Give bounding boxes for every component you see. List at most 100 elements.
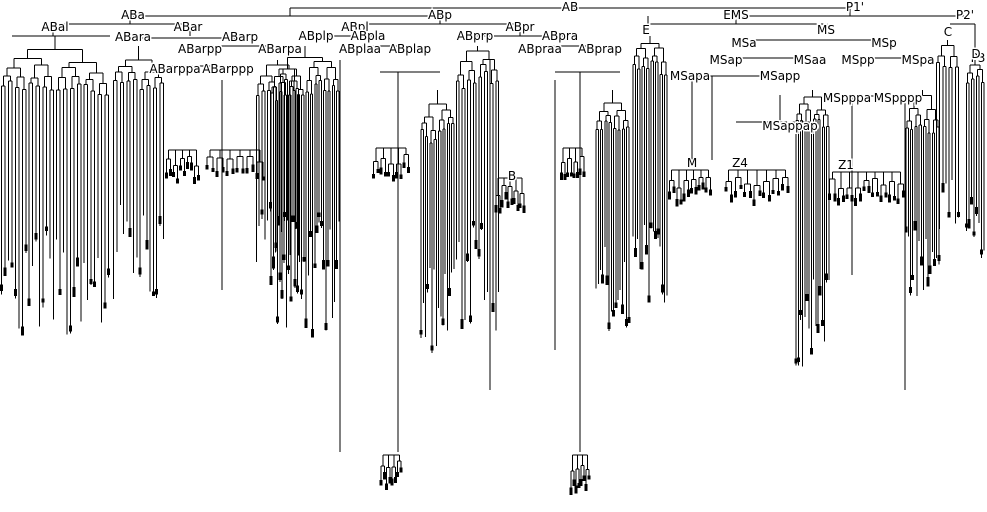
node-label: MSa: [731, 36, 756, 50]
terminal-block: [647, 295, 651, 303]
terminal-block: [145, 240, 149, 250]
terminal-block: [498, 207, 502, 214]
terminal-block: [466, 253, 470, 262]
terminal-block: [75, 257, 79, 267]
terminal-block: [572, 479, 576, 487]
terminal-block: [103, 302, 107, 309]
terminal-block: [20, 326, 24, 336]
terminal-block: [956, 212, 960, 218]
terminal-block: [572, 173, 576, 178]
terminal-block: [41, 298, 45, 303]
terminal-block: [809, 348, 813, 355]
terminal-block: [185, 161, 189, 169]
terminal-block: [937, 255, 941, 261]
terminal-block: [430, 345, 434, 351]
terminal-block: [300, 289, 304, 295]
node-label: P2': [956, 8, 974, 22]
node-label: ABp: [428, 8, 452, 22]
terminal-block: [694, 186, 698, 195]
terminal-block: [261, 176, 265, 181]
terminal-block: [326, 259, 330, 267]
terminal-block: [689, 187, 693, 194]
terminal-block: [780, 184, 784, 191]
terminal-block: [245, 167, 249, 174]
terminal-block: [901, 190, 905, 198]
node-label: ABplap: [389, 42, 431, 56]
node-label: P1': [846, 0, 864, 14]
node-label: ABarppp: [202, 62, 254, 76]
terminal-block: [816, 324, 820, 334]
terminal-block: [391, 175, 395, 182]
terminal-block: [518, 203, 522, 208]
node-label: B: [508, 169, 516, 183]
terminal-block: [739, 184, 743, 190]
terminal-block: [682, 193, 686, 202]
terminal-block: [304, 318, 308, 329]
terminal-block: [510, 198, 514, 206]
node-label: ABprap: [578, 42, 622, 56]
terminal-block: [183, 170, 187, 177]
terminal-block: [967, 219, 971, 229]
terminal-block: [468, 315, 472, 322]
terminal-block: [406, 166, 410, 173]
terminal-block: [853, 198, 857, 206]
terminal-block: [577, 483, 581, 488]
terminal-block: [762, 192, 766, 199]
node-label: ABpra: [542, 29, 578, 43]
terminal-block: [743, 191, 747, 197]
node-label: ABpraa: [518, 42, 562, 56]
terminal-block: [72, 286, 76, 297]
terminal-block: [311, 329, 315, 338]
terminal-block: [169, 169, 173, 177]
terminal-block: [24, 244, 28, 252]
node-label: Z1: [838, 158, 854, 172]
terminal-block: [471, 220, 475, 226]
terminal-block: [563, 174, 567, 181]
terminal-block: [315, 225, 319, 234]
terminal-block: [805, 294, 809, 301]
terminal-block: [576, 172, 579, 179]
terminal-block: [825, 273, 829, 280]
terminal-block: [287, 265, 291, 271]
terminal-block: [205, 164, 209, 170]
node-label: ABa: [121, 8, 145, 22]
terminal-block: [752, 199, 756, 207]
terminal-block: [426, 284, 430, 290]
terminal-block: [660, 284, 664, 293]
terminal-block: [302, 256, 306, 262]
node-label: MSapa: [670, 69, 710, 83]
terminal-block: [197, 174, 201, 181]
terminal-block: [969, 197, 973, 205]
terminal-block: [687, 189, 691, 197]
terminal-block: [164, 172, 168, 179]
terminal-block: [584, 484, 588, 491]
terminal-block: [295, 285, 299, 293]
terminal-block: [382, 472, 386, 480]
terminal-block: [675, 199, 679, 207]
terminal-block: [862, 186, 866, 192]
terminal-block: [979, 249, 983, 255]
terminal-block: [372, 173, 376, 179]
node-label: ABar: [174, 20, 203, 34]
terminal-block: [317, 212, 321, 217]
terminal-block: [845, 194, 849, 199]
terminal-block: [828, 193, 832, 200]
terminal-block: [419, 330, 423, 335]
terminal-block: [601, 274, 605, 284]
terminal-block: [574, 485, 578, 494]
terminal-block: [569, 172, 573, 177]
terminal-block: [268, 201, 272, 209]
terminal-block: [384, 172, 388, 177]
terminal-block: [836, 197, 840, 206]
node-label: MSp: [871, 36, 897, 50]
node-label: ABpr: [506, 20, 535, 34]
terminal-block: [155, 289, 159, 295]
terminal-block: [291, 215, 295, 222]
terminal-block: [500, 199, 504, 208]
node-label: ABprp: [457, 29, 494, 43]
terminal-block: [388, 476, 392, 484]
node-label: MS: [817, 23, 835, 37]
terminal-block: [587, 475, 591, 480]
terminal-block: [106, 268, 110, 275]
